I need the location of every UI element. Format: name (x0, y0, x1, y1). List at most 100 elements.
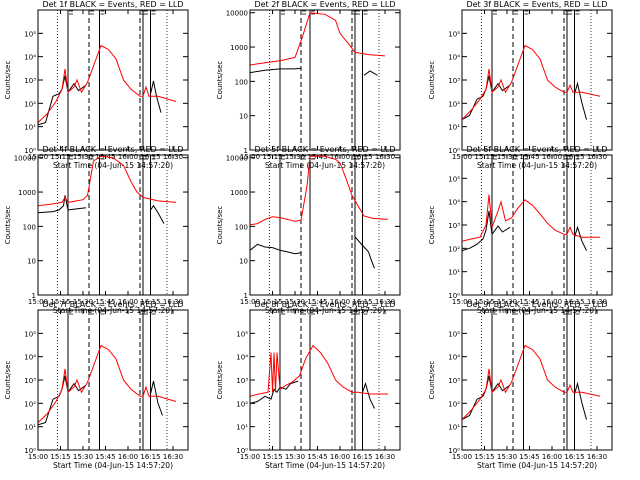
y-tick-label: 1000 (18, 189, 36, 197)
y-tick-label: 10⁵ (236, 330, 248, 338)
y-tick-label: 1 (32, 292, 36, 300)
y-tick-label: 10⁴ (448, 54, 460, 62)
lld-series-line (38, 344, 177, 423)
y-tick-label: 10³ (448, 377, 460, 385)
y-tick-label: 10000 (226, 155, 248, 163)
events-series-line (250, 67, 302, 74)
marker-lines (57, 310, 168, 450)
events-series-line (150, 80, 162, 113)
y-tick-label: 10⁰ (236, 447, 248, 455)
x-tick-label: 16:30 (375, 298, 395, 306)
y-tick-label: 1000 (230, 189, 248, 197)
x-tick-label: 15:15 (50, 298, 70, 306)
series-group (38, 44, 177, 126)
x-tick-label: 15:30 (285, 453, 305, 461)
x-tick-label: 15:00 (240, 453, 260, 461)
marker-flag (524, 310, 529, 315)
y-axis-label: Counts/sec (216, 361, 224, 400)
marker-flag (311, 10, 315, 15)
marker-flag (302, 310, 306, 315)
marker-flag (353, 155, 357, 160)
y-tick-label: 10⁵ (448, 30, 460, 38)
marker-flag (281, 310, 285, 315)
y-tick-label: 10⁴ (448, 199, 460, 207)
x-tick-label: 16:00 (542, 298, 562, 306)
y-tick-label: 10² (24, 400, 36, 408)
x-tick-label: 15:45 (307, 298, 327, 306)
marker-flag (565, 10, 569, 15)
panel-det-6: Det 6f BLACK = Events, RED = LLD 15:00 15:… (428, 145, 613, 315)
x-tick-label: 16:15 (352, 298, 372, 306)
panel-title: Det 6f BLACK = Events, RED = LLD (466, 145, 607, 154)
marker-flag (302, 155, 306, 160)
x-tick-label: 15:30 (285, 298, 305, 306)
y-axis-label: Counts/sec (4, 206, 12, 245)
x-axis-label: Start Time (04-Jun-15 14:57:20) (53, 461, 173, 470)
panel-title: Det 5f BLACK = Events, RED = LLD (254, 145, 395, 154)
marker-flag (493, 10, 497, 15)
events-series-line (250, 380, 299, 404)
y-tick-label: 10 (239, 258, 248, 266)
x-tick-label: 15:30 (497, 453, 517, 461)
marker-lines (481, 155, 592, 295)
y-tick-label: 100 (235, 78, 248, 86)
marker-flag (151, 10, 156, 15)
panel-title: Det 4f BLACK = Events, RED = LLD (42, 145, 183, 154)
y-axis-label: Counts/sec (216, 206, 224, 245)
series-group (462, 44, 601, 121)
marker-flag (69, 310, 73, 315)
y-tick-label: 10² (236, 400, 248, 408)
x-tick-label: 16:15 (564, 298, 584, 306)
plot-frame (37, 309, 189, 451)
plot-frame (37, 9, 189, 151)
y-tick-label: 10⁰ (448, 447, 460, 455)
x-tick-label: 16:00 (330, 298, 350, 306)
y-tick-label: 10³ (448, 77, 460, 85)
x-tick-label: 15:45 (95, 298, 115, 306)
marker-flag (144, 10, 148, 15)
marker-flag (141, 155, 145, 160)
marker-flag (141, 310, 145, 315)
x-tick-label: 15:15 (50, 453, 70, 461)
x-tick-label: 15:15 (262, 298, 282, 306)
y-tick-label: 10³ (24, 377, 36, 385)
y-tick-label: 10⁵ (448, 175, 460, 183)
x-tick-label: 15:00 (452, 298, 472, 306)
marker-lines (481, 10, 592, 150)
marker-flag (356, 10, 360, 15)
y-tick-label: 10¹ (448, 424, 460, 432)
marker-lines (269, 10, 380, 150)
marker-flag (90, 155, 94, 160)
lld-series-line (462, 344, 601, 420)
y-tick-label: 10³ (24, 77, 36, 85)
events-series-line (362, 381, 375, 409)
plot-frame (461, 9, 613, 151)
x-axis-label: Start Time (04-Jun-15 14:57:20) (53, 161, 173, 170)
events-series-line (363, 70, 378, 76)
y-axis-label: Counts/sec (428, 61, 436, 100)
x-tick-label: 15:30 (497, 298, 517, 306)
x-tick-label: 16:30 (163, 298, 183, 306)
x-axis-label: Start Time (04-Jun-15 14:57:20) (265, 461, 385, 470)
x-tick-label: 16:00 (330, 453, 350, 461)
y-tick-label: 10⁰ (448, 147, 460, 155)
events-series-line (38, 195, 87, 214)
x-tick-label: 16:00 (118, 453, 138, 461)
lld-series-line (250, 12, 386, 66)
x-axis-label: Start Time (04-Jun-15 14:57:20) (477, 161, 597, 170)
series-group (462, 344, 601, 421)
x-tick-label: 16:15 (564, 453, 584, 461)
marker-flag (363, 155, 368, 160)
marker-flag (514, 10, 518, 15)
x-tick-label: 16:30 (375, 453, 395, 461)
events-series-line (150, 380, 163, 416)
plot-frame (461, 154, 613, 296)
lld-series-line (462, 44, 601, 120)
y-axis-label: Counts/sec (428, 206, 436, 245)
marker-flag (575, 10, 580, 15)
marker-lines (269, 310, 380, 450)
